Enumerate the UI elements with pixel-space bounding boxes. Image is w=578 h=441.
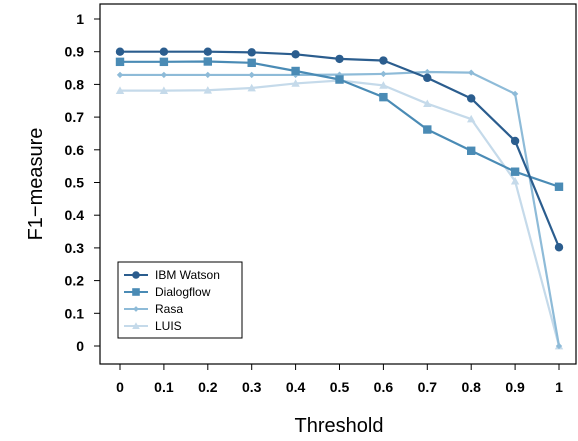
data-point-luis xyxy=(467,114,476,123)
legend-marker-ibm-watson xyxy=(132,271,140,279)
data-point-ibm-watson xyxy=(510,136,520,146)
legend-label-luis: LUIS xyxy=(155,319,182,333)
data-point-rasa xyxy=(468,69,475,76)
y-axis-title: F1−measure xyxy=(25,128,47,241)
x-tick-label: 0.5 xyxy=(330,379,350,395)
data-point-rasa xyxy=(248,71,255,79)
data-point-dialogflow xyxy=(467,146,476,155)
data-point-ibm-watson xyxy=(467,94,476,103)
y-tick-label: 0.6 xyxy=(65,142,85,158)
y-tick-label: 0.4 xyxy=(65,207,85,223)
data-point-ibm-watson xyxy=(159,47,169,56)
data-point-rasa xyxy=(380,70,387,78)
data-point-ibm-watson xyxy=(423,73,432,83)
x-tick-label: 0.3 xyxy=(242,379,262,395)
data-point-rasa xyxy=(336,71,343,78)
data-point-dialogflow xyxy=(554,182,564,191)
data-point-dialogflow xyxy=(510,167,520,176)
data-point-dialogflow xyxy=(423,125,432,134)
data-point-dialogflow xyxy=(335,75,344,84)
legend-marker-dialogflow xyxy=(132,288,140,296)
x-tick-label: 0.2 xyxy=(198,379,218,395)
data-point-luis xyxy=(510,176,520,185)
data-point-dialogflow xyxy=(159,57,169,67)
data-point-dialogflow xyxy=(379,92,388,102)
data-point-rasa xyxy=(204,71,211,79)
data-point-rasa xyxy=(424,68,431,76)
legend-marker-rasa xyxy=(133,306,139,312)
data-point-luis xyxy=(247,83,256,92)
y-tick-label: 0.5 xyxy=(65,175,85,191)
data-point-luis xyxy=(379,81,388,89)
x-axis-title: Threshold xyxy=(295,415,384,437)
x-tick-label: 1 xyxy=(555,379,563,395)
y-tick-label: 0.7 xyxy=(65,109,85,125)
legend-label-dialogflow: Dialogflow xyxy=(155,285,211,299)
data-point-ibm-watson xyxy=(379,56,388,65)
x-tick-label: 0.7 xyxy=(418,379,438,395)
data-point-dialogflow xyxy=(291,66,300,76)
data-point-ibm-watson xyxy=(554,243,564,252)
x-tick-label: 0.9 xyxy=(505,379,525,395)
legend-label-rasa: Rasa xyxy=(155,302,183,316)
y-tick-label: 0 xyxy=(76,338,84,354)
plot-area: 0 0.1 0.2 0.3 0.4 0.5 0.6 0.7 0.8 0.9 1 0 0.1 0.2 0.3 0… xyxy=(65,3,577,395)
data-point-luis xyxy=(115,86,125,94)
x-tick-label: 0.4 xyxy=(286,379,306,395)
plot-frame xyxy=(99,3,577,365)
y-tick-label: 0.3 xyxy=(65,240,85,256)
legend-label-ibm-watson: IBM Watson xyxy=(155,268,220,282)
data-point-dialogflow xyxy=(115,57,125,67)
data-point-rasa xyxy=(160,71,168,79)
data-point-luis xyxy=(159,86,169,94)
y-tick-label: 1 xyxy=(76,11,84,27)
data-point-ibm-watson xyxy=(115,47,125,56)
data-point-rasa xyxy=(511,90,519,98)
data-point-luis xyxy=(423,99,432,108)
data-point-ibm-watson xyxy=(291,50,300,59)
data-point-dialogflow xyxy=(247,58,256,68)
y-tick-label: 0.8 xyxy=(65,76,85,92)
x-tick-label: 0.6 xyxy=(374,379,394,395)
data-point-rasa xyxy=(555,342,563,350)
data-point-ibm-watson xyxy=(335,54,344,64)
data-point-ibm-watson xyxy=(203,47,212,56)
x-tick-label: 0 xyxy=(116,379,124,395)
y-tick-label: 0.9 xyxy=(65,44,85,60)
data-point-ibm-watson xyxy=(247,48,256,57)
data-point-luis xyxy=(291,79,300,87)
y-tick-label: 0.1 xyxy=(65,305,85,321)
legend-marker-luis xyxy=(132,322,140,330)
data-point-rasa xyxy=(116,71,124,79)
x-tick-label: 0.8 xyxy=(461,379,481,395)
x-tick-label: 0.1 xyxy=(154,379,174,395)
data-point-dialogflow xyxy=(203,57,212,66)
y-tick-label: 0.2 xyxy=(65,273,85,289)
data-point-luis xyxy=(203,86,212,94)
